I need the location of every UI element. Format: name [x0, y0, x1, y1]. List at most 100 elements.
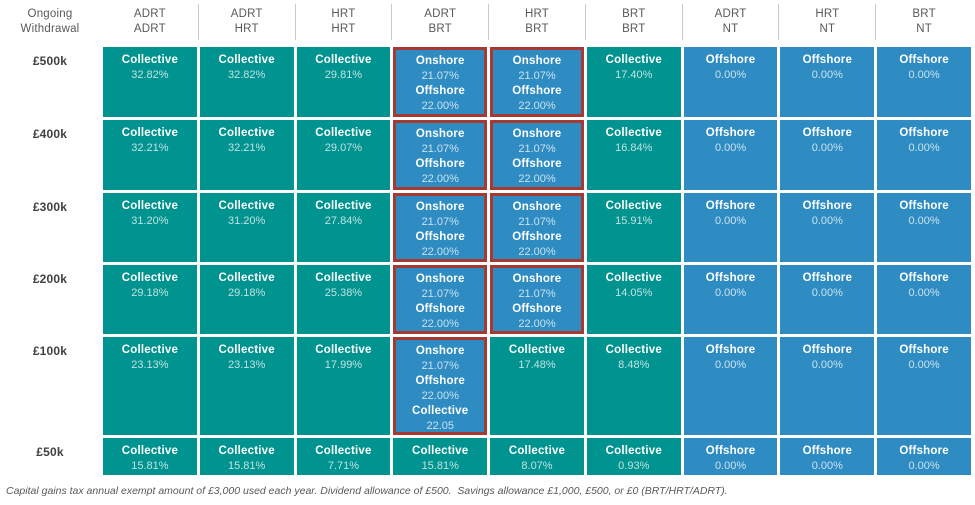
- cell-value: 23.13%: [131, 359, 169, 371]
- cell-type-label: Collective: [315, 445, 372, 457]
- matrix-cell: Collective 8.48%: [586, 337, 681, 435]
- cell-value: 0.00%: [714, 142, 747, 154]
- cell-type-label: Onshore: [415, 128, 465, 140]
- matrix-cell: Offshore 0.00%: [780, 47, 875, 117]
- cell-value: 22.00%: [518, 246, 556, 258]
- cell-type-label: Offshore: [899, 272, 949, 284]
- cell-type-label: Onshore: [415, 201, 465, 213]
- column-header-adrt-hrt: ADRT HRT: [197, 4, 294, 40]
- column-header-line: BRT: [428, 23, 452, 35]
- cell-type-label: Onshore: [512, 55, 562, 67]
- cell-value: 15.91%: [615, 215, 653, 227]
- cell-value: 31.20%: [131, 215, 169, 227]
- cell-type-label: Offshore: [415, 375, 465, 387]
- cell-type-label: Collective: [412, 405, 469, 417]
- matrix-cell: Collective 32.82%: [199, 47, 294, 117]
- matrix-cell: Offshore 0.00%: [877, 265, 971, 334]
- cell-type-label: Offshore: [415, 158, 465, 170]
- cell-type-label: Collective: [121, 54, 179, 66]
- matrix-cell: Collective 23.13%: [199, 337, 294, 435]
- cell-value: 0.00%: [714, 215, 747, 227]
- cell-type-label: Offshore: [705, 445, 756, 457]
- matrix-cell: Onshore 21.07% Offshore 22.00%: [490, 47, 584, 117]
- cell-type-label: Offshore: [802, 272, 853, 284]
- cell-value: 0.00%: [908, 287, 940, 299]
- cell-value: 32.82%: [131, 69, 169, 81]
- cell-type-label: Collective: [508, 344, 566, 356]
- matrix-cell: Collective 29.18%: [103, 265, 197, 334]
- cell-type-label: Offshore: [705, 200, 756, 212]
- matrix-cell: Offshore 0.00%: [683, 337, 778, 435]
- matrix-cell: Onshore 21.07% Offshore 22.00%: [490, 120, 584, 190]
- cell-value: 21.07%: [518, 288, 556, 300]
- cell-value: 0.00%: [908, 359, 940, 371]
- cell-type-label: Collective: [508, 445, 566, 457]
- matrix-cell: Collective 25.38%: [296, 265, 391, 334]
- cell-type-label: Offshore: [802, 54, 853, 66]
- matrix-cell: Collective 15.81%: [199, 438, 294, 475]
- matrix-cell: Collective 31.20%: [199, 193, 294, 262]
- cell-type-label: Collective: [412, 445, 469, 457]
- cell-type-label: Offshore: [899, 127, 949, 139]
- cell-type-label: Offshore: [899, 200, 949, 212]
- cell-value: 22.00%: [421, 100, 459, 112]
- cell-value: 21.07%: [421, 216, 459, 228]
- column-header-line: BRT: [525, 23, 549, 35]
- matrix-cell: Onshore 21.07% Offshore 22.00%: [393, 120, 488, 190]
- matrix-cell: Collective 29.18%: [199, 265, 294, 334]
- cell-type-label: Offshore: [802, 127, 853, 139]
- matrix-cell: Offshore 0.00%: [780, 337, 875, 435]
- cell-value: 14.05%: [615, 287, 653, 299]
- column-header-line: BRT: [622, 23, 646, 35]
- row-label-300k: £300k: [32, 200, 68, 214]
- column-header-line: ADRT: [424, 8, 457, 20]
- column-header-brt-nt: BRT NT: [875, 4, 971, 40]
- cell-value: 0.00%: [908, 69, 940, 81]
- matrix-cell: Offshore 0.00%: [683, 120, 778, 190]
- matrix-cell: Collective 8.07%: [490, 438, 584, 475]
- cell-type-label: Collective: [315, 200, 372, 212]
- cell-type-label: Collective: [315, 127, 372, 139]
- cell-type-label: Offshore: [415, 303, 465, 315]
- cell-type-label: Collective: [121, 344, 179, 356]
- column-header-adrt-nt: ADRT NT: [681, 4, 778, 40]
- cell-type-label: Offshore: [512, 85, 562, 97]
- matrix-cell: Offshore 0.00%: [683, 438, 778, 475]
- cell-value: 0.00%: [714, 287, 747, 299]
- cell-type-label: Collective: [605, 272, 662, 284]
- cell-value: 22.05: [426, 420, 454, 432]
- matrix-cell: Collective 29.07%: [296, 120, 391, 190]
- cell-value: 16.84%: [615, 142, 653, 154]
- cell-value: 15.81%: [421, 460, 459, 472]
- column-header-line: BRT: [912, 8, 936, 20]
- cell-value: 29.81%: [324, 69, 363, 81]
- cell-type-label: Collective: [121, 200, 179, 212]
- matrix-cell: Onshore 21.07% Offshore 22.00%: [393, 193, 488, 262]
- cell-value: 22.00%: [421, 173, 459, 185]
- cell-type-label: Collective: [605, 54, 662, 66]
- cell-type-label: Collective: [605, 445, 662, 457]
- cell-value: 22.00%: [518, 173, 556, 185]
- cell-value: 21.07%: [421, 143, 459, 155]
- matrix-cell: Offshore 0.00%: [683, 265, 778, 334]
- matrix-cell: Collective 23.13%: [103, 337, 197, 435]
- cell-value: 32.82%: [228, 69, 266, 81]
- cell-type-label: Collective: [218, 445, 275, 457]
- cell-value: 21.07%: [518, 216, 556, 228]
- cell-value: 0.00%: [811, 69, 843, 81]
- cell-value: 22.00%: [518, 318, 556, 330]
- corner-header: Ongoing Withdrawal: [0, 7, 100, 37]
- cell-type-label: Collective: [218, 344, 275, 356]
- cell-value: 21.07%: [421, 70, 459, 82]
- cell-type-label: Offshore: [415, 231, 465, 243]
- cell-value: 15.81%: [131, 460, 169, 472]
- matrix-cell: Collective 29.81%: [296, 47, 391, 117]
- cell-type-label: Offshore: [705, 344, 756, 356]
- column-header-line: ADRT: [230, 8, 263, 20]
- cell-type-label: Offshore: [705, 127, 756, 139]
- cell-value: 0.00%: [908, 460, 940, 472]
- cell-type-label: Onshore: [512, 128, 562, 140]
- cell-value: 22.00%: [421, 318, 459, 330]
- matrix-cell: Offshore 0.00%: [780, 438, 875, 475]
